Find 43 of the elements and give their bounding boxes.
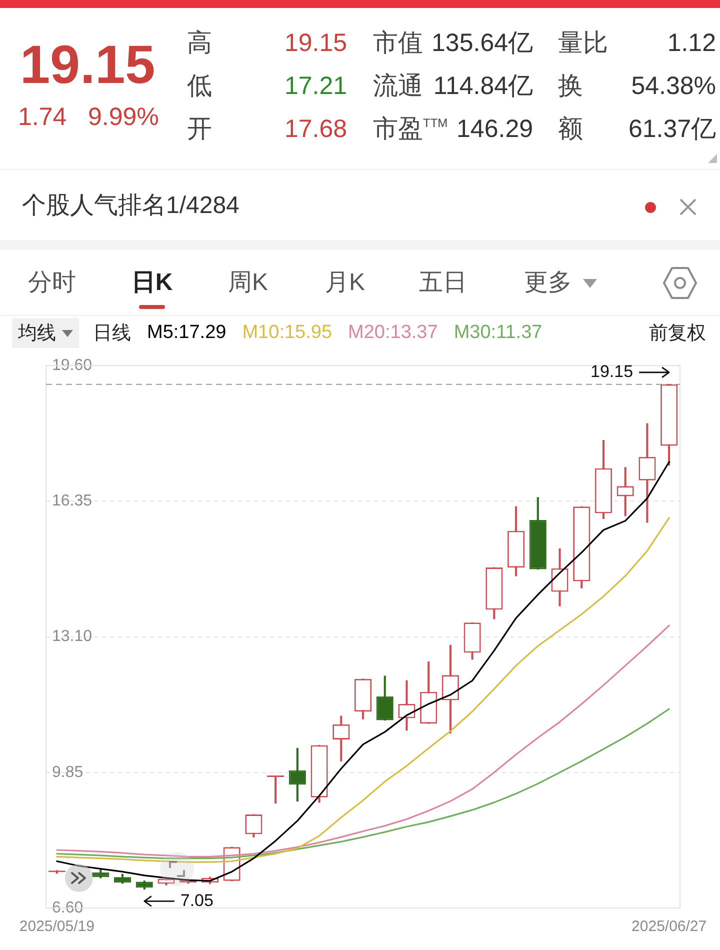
text: 周K <box>226 268 269 298</box>
text: 流通 <box>373 71 423 101</box>
text: 146.29 <box>456 114 533 144</box>
text: 个股人气排名1/4284 <box>22 191 240 221</box>
text: M20:13.37 <box>348 322 438 344</box>
text: 额 <box>558 114 583 144</box>
text: 均线 <box>18 322 56 346</box>
y-tick-label: 16.35 <box>52 492 92 510</box>
text: 开 <box>187 114 212 144</box>
text: 19.15 <box>20 35 156 95</box>
text: 五日 <box>418 268 468 298</box>
text: 61.37亿 <box>628 114 716 144</box>
annotation: 19.15 <box>590 362 634 382</box>
annotation: 7.05 <box>180 890 214 910</box>
text: 54.38% <box>631 71 716 101</box>
x-tick-label: 2025/05/19 <box>19 918 94 936</box>
text: 月K <box>324 268 366 298</box>
text: 市值 <box>373 28 423 58</box>
text: 高 <box>187 28 212 58</box>
y-tick-label: 13.10 <box>52 628 92 646</box>
y-tick-label: 19.60 <box>52 357 92 374</box>
text: 114.84亿 <box>433 71 533 101</box>
y-tick-label: 9.85 <box>52 764 84 781</box>
text: 日线 <box>93 322 131 346</box>
x-tick-label: 2025/06/27 <box>632 918 707 936</box>
text: M5:17.29 <box>147 322 226 344</box>
text: 1.74 <box>18 102 67 132</box>
text: 135.64亿 <box>432 28 533 58</box>
text: 换 <box>558 71 583 101</box>
text: 17.21 <box>284 71 347 101</box>
text: 9.99% <box>88 102 159 132</box>
text: 19.15 <box>284 28 347 58</box>
text: 前复权 <box>649 322 706 346</box>
text: M30:11.37 <box>454 322 542 344</box>
text: 1.12 <box>667 28 716 58</box>
text: 市盈$^{TTM}$ <box>373 114 448 144</box>
text: M10:15.95 <box>242 322 332 344</box>
text: 低 <box>187 71 212 101</box>
text: 更多 <box>523 268 573 298</box>
text: 日K <box>130 268 174 298</box>
text: 17.68 <box>284 114 347 144</box>
text: 分时 <box>27 268 77 298</box>
text: 量比 <box>558 28 608 58</box>
